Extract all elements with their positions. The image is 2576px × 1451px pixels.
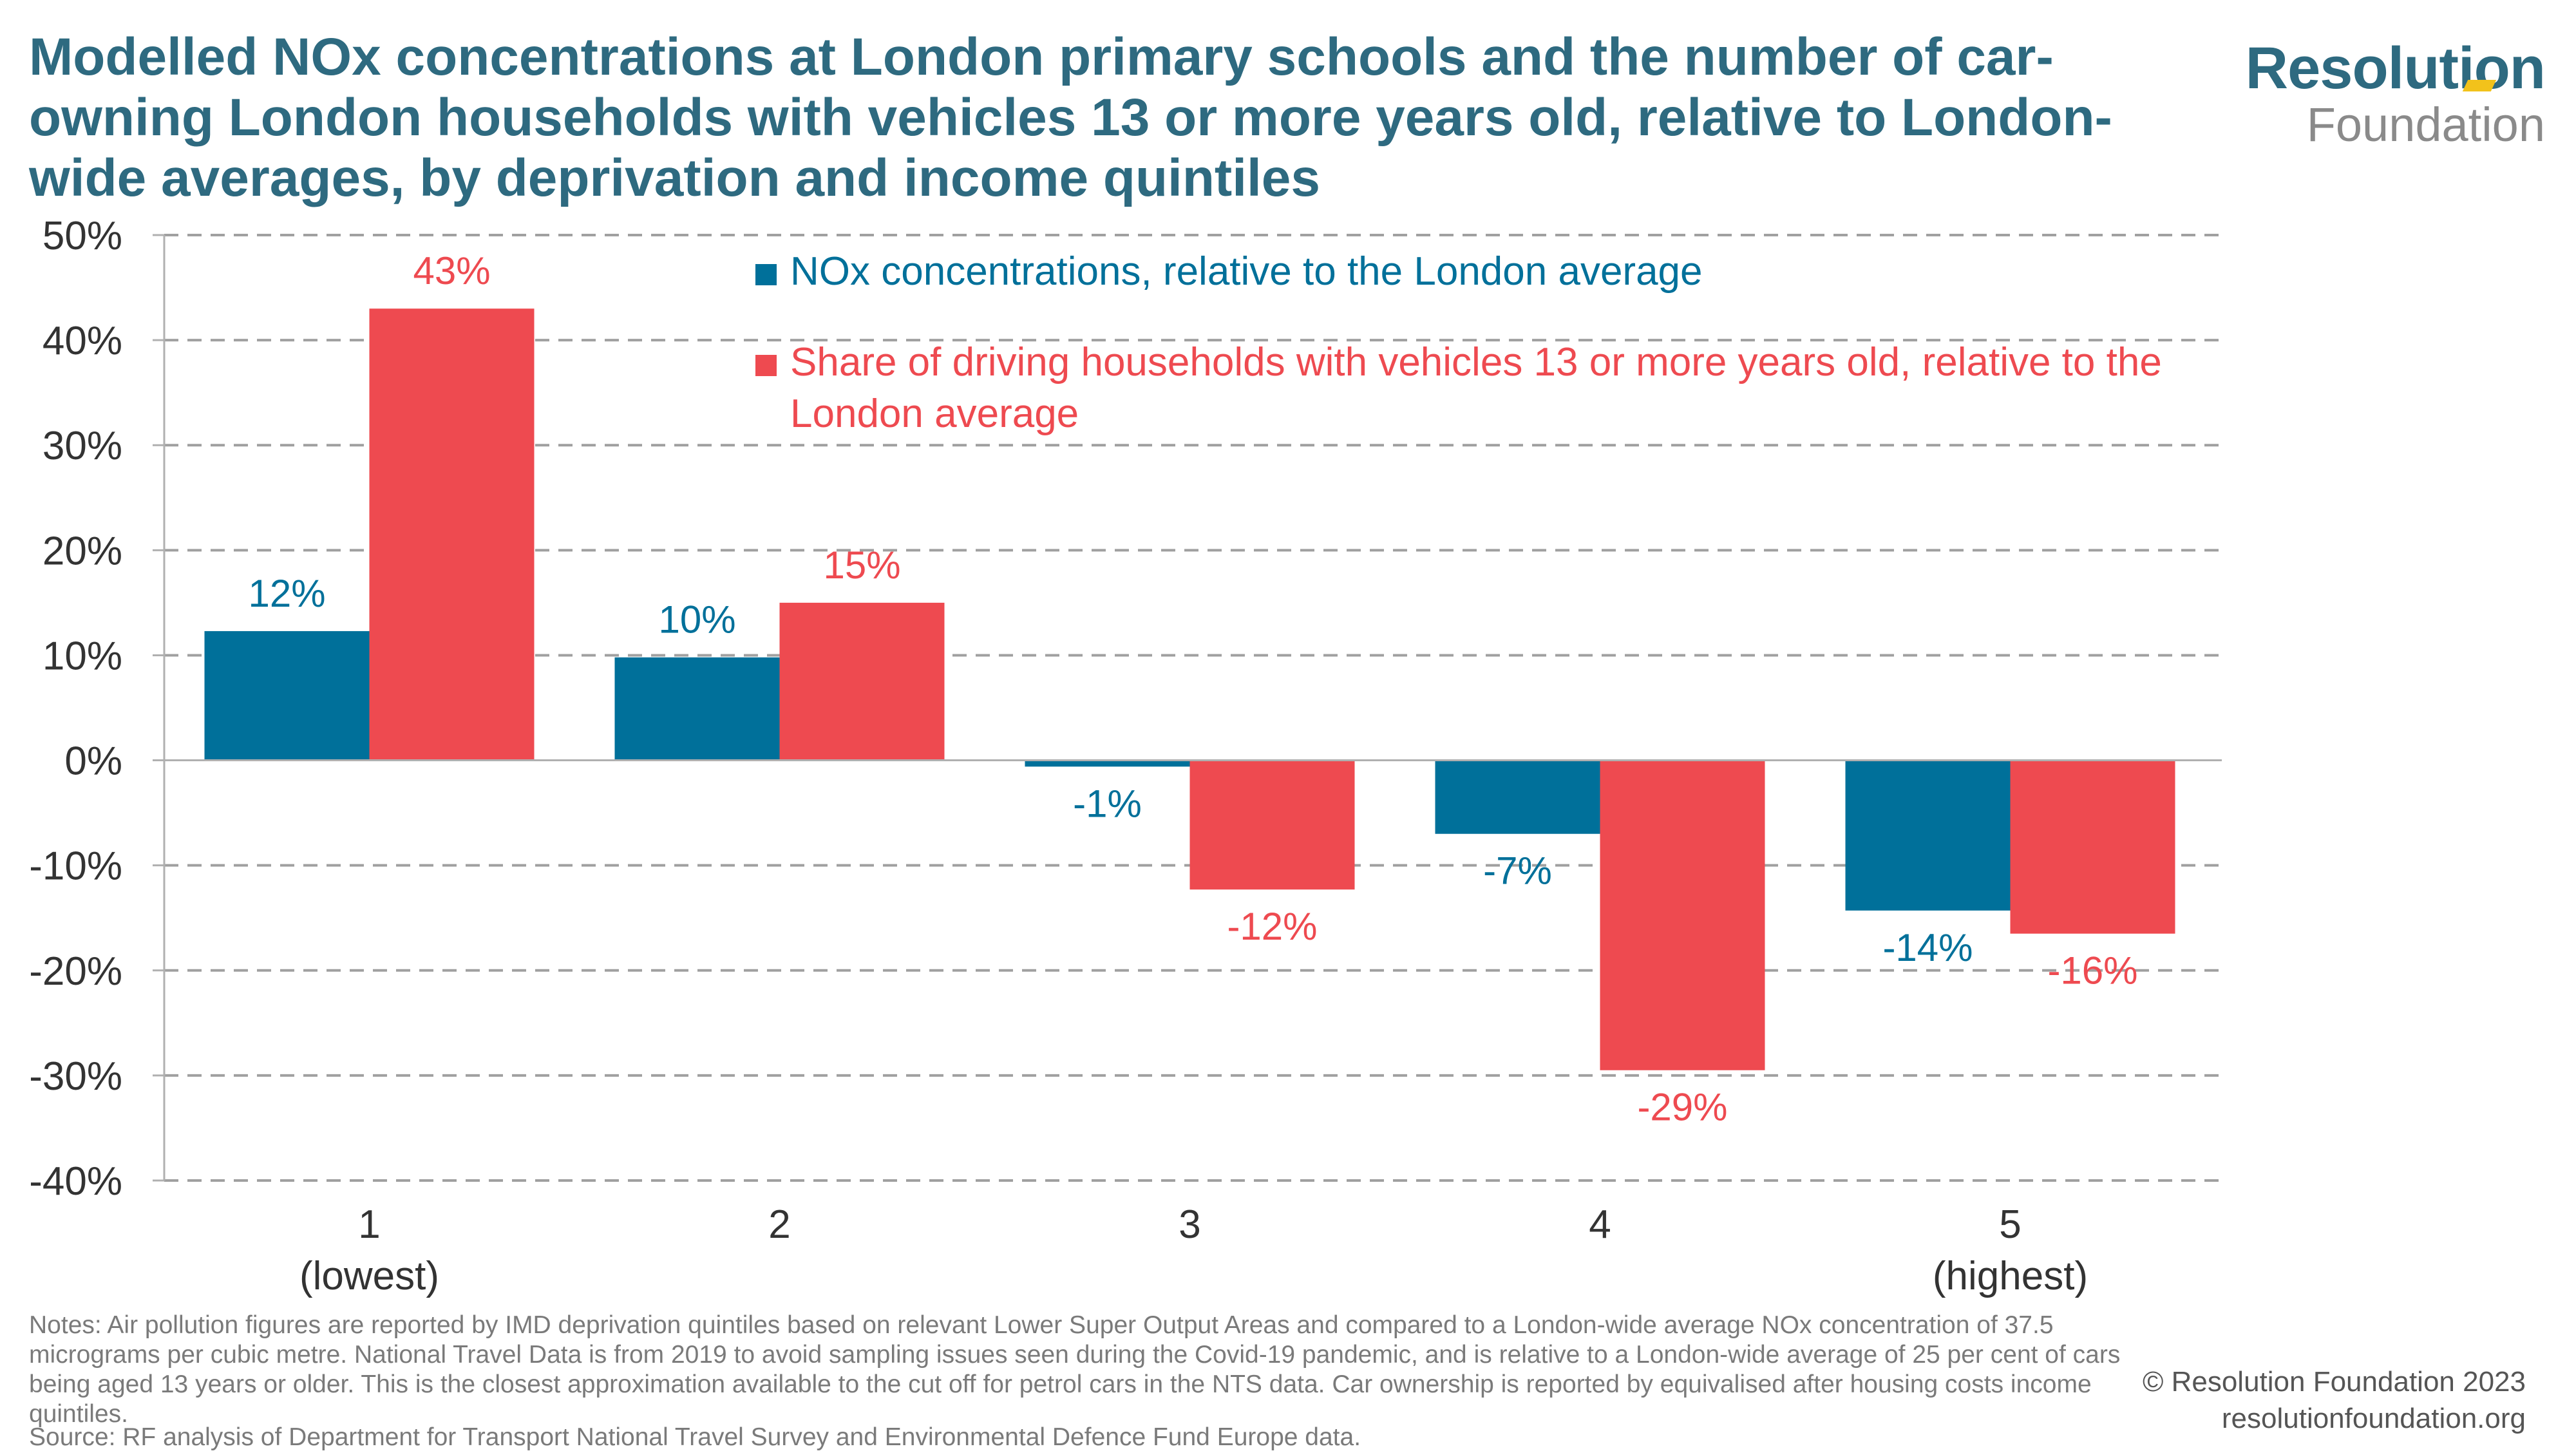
data-label: 10% <box>658 598 735 641</box>
y-tick-label: 20% <box>43 529 122 573</box>
x-tick-label: 2 <box>768 1202 790 1247</box>
bar-vehicles <box>779 602 945 761</box>
y-tick-label: 30% <box>43 424 122 468</box>
y-tick-label: -20% <box>29 949 122 994</box>
bar-nox <box>1845 760 2011 911</box>
chart-title: Modelled NOx concentrations at London pr… <box>29 28 2112 207</box>
x-tick-label: 4 <box>1589 1202 1611 1247</box>
bar-chart: -40% -30% -20% -10% 0% 10% 20% 30% 40% 50% 12% 43%… <box>29 214 2222 1298</box>
data-label: 43% <box>413 249 490 292</box>
bar-nox <box>204 631 370 761</box>
data-label: -29% <box>1637 1086 1727 1129</box>
x-tick-sublabel: (highest) <box>1933 1254 2088 1298</box>
logo-wordmark-bottom: Foundation <box>2306 98 2545 151</box>
y-tick-label: 10% <box>43 634 122 678</box>
bars <box>204 308 2175 1070</box>
resolution-foundation-logo: Resolution Foundation <box>2245 35 2546 151</box>
data-label: -1% <box>1073 782 1142 825</box>
data-label: 15% <box>823 544 900 587</box>
y-tick-label: -40% <box>29 1159 122 1204</box>
copyright-text: © Resolution Foundation 2023 <box>2142 1366 2526 1398</box>
legend-label-vehicles-line1: Share of driving households with vehicle… <box>790 340 2162 384</box>
data-label: -16% <box>2047 949 2137 992</box>
data-label: -12% <box>1227 905 1317 948</box>
bar-vehicles <box>1600 760 1765 1070</box>
y-tick-label: -30% <box>29 1054 122 1099</box>
bar-vehicles <box>369 308 535 761</box>
legend-swatch-vehicles <box>755 355 777 376</box>
legend-label-vehicles-line2: London average <box>790 392 1079 436</box>
chart-source: Source: RF analysis of Department for Tr… <box>29 1423 1361 1451</box>
x-tick-label: 1 <box>358 1202 380 1247</box>
x-tick-label: 5 <box>1999 1202 2021 1247</box>
legend-swatch-nox <box>755 264 777 285</box>
y-tick-label: -10% <box>29 844 122 889</box>
chart-notes: Notes: Air pollution figures are reporte… <box>29 1311 2121 1428</box>
y-tick-label: 0% <box>64 739 122 784</box>
bar-vehicles <box>2010 760 2175 934</box>
x-axis-tick-labels: 1 (lowest) 2 3 4 5 (highest) <box>299 1202 2088 1298</box>
y-tick-label: 40% <box>43 319 122 363</box>
data-label: -14% <box>1882 926 1973 969</box>
legend-label-nox: NOx concentrations, relative to the Lond… <box>790 249 1703 294</box>
website-link[interactable]: resolutionfoundation.org <box>2221 1403 2526 1434</box>
x-tick-label: 3 <box>1179 1202 1200 1247</box>
data-label: 12% <box>248 572 325 615</box>
data-label: -7% <box>1483 849 1552 893</box>
x-tick-sublabel: (lowest) <box>299 1254 439 1298</box>
bar-nox <box>614 657 780 761</box>
logo-wordmark-top: Resolution <box>2245 35 2546 101</box>
y-tick-label: 50% <box>43 214 122 258</box>
bar-nox <box>1435 760 1600 834</box>
bar-nox <box>1025 760 1190 767</box>
y-axis-tick-labels: -40% -30% -20% -10% 0% 10% 20% 30% 40% 50% <box>29 214 122 1204</box>
bar-vehicles <box>1189 760 1355 890</box>
data-labels: 12% 43% 10% 15% -1% -12% -7% -29% -14% -16% <box>248 249 2137 1129</box>
copyright-block: © Resolution Foundation 2023 resolutionf… <box>2143 1363 2526 1437</box>
legend: NOx concentrations, relative to the Lond… <box>755 249 2162 436</box>
